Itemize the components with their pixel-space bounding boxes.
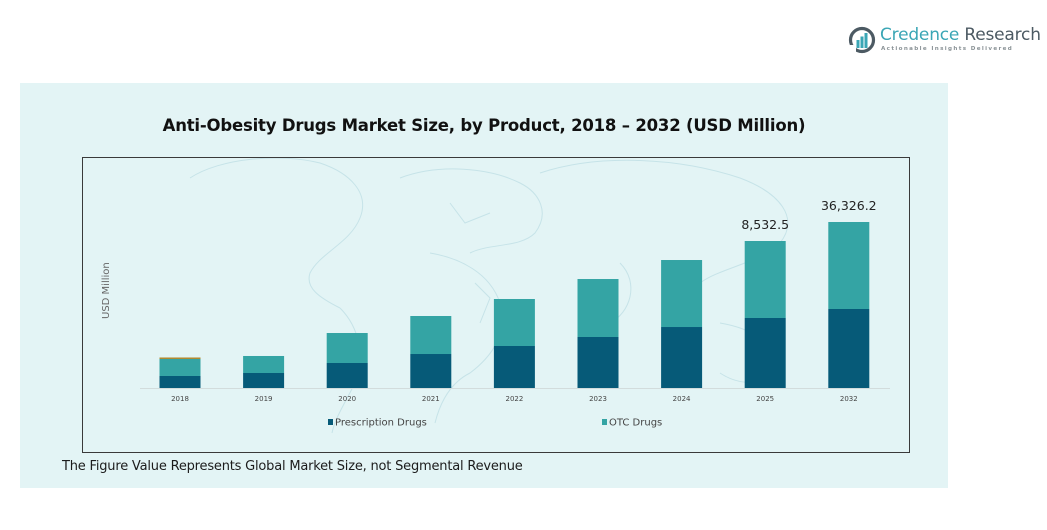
x-tick-label-2020: 2020 bbox=[338, 395, 356, 403]
x-tick-label-2021: 2021 bbox=[422, 395, 440, 403]
bar-prescription-drugs-2020 bbox=[326, 363, 368, 388]
data-label-2025: 8,532.5 bbox=[741, 217, 789, 232]
legend-swatch-otc-drugs bbox=[602, 419, 607, 425]
brand-name-part1: Credence bbox=[880, 25, 960, 45]
bar-prescription-drugs-2019 bbox=[243, 372, 285, 388]
x-tick-label-2019: 2019 bbox=[255, 395, 273, 403]
bar-otc-drugs-2025 bbox=[744, 241, 786, 319]
bar-otc-drugs-2021 bbox=[410, 316, 452, 355]
bar-other-2018 bbox=[159, 357, 201, 359]
bar-otc-drugs-2019 bbox=[243, 355, 285, 373]
legend-swatch-prescription-drugs bbox=[328, 419, 333, 425]
x-tick-label-2022: 2022 bbox=[505, 395, 523, 403]
x-tick-label-2023: 2023 bbox=[589, 395, 607, 403]
bar-prescription-drugs-2024 bbox=[661, 327, 703, 388]
bar-otc-drugs-2023 bbox=[577, 279, 619, 338]
brand-name-part2: Research bbox=[959, 25, 1041, 45]
x-tick-label-2032: 2032 bbox=[840, 395, 858, 403]
credence-research-logo: Credence Research Actionable Insights De… bbox=[848, 24, 1041, 58]
bar-otc-drugs-2018 bbox=[159, 358, 201, 376]
bar-otc-drugs-2022 bbox=[493, 298, 535, 346]
legend-label-prescription-drugs: Prescription Drugs bbox=[335, 418, 427, 429]
bar-prescription-drugs-2018 bbox=[159, 375, 201, 388]
bar-prescription-drugs-2022 bbox=[493, 345, 535, 388]
bar-chart-logo-icon bbox=[848, 26, 876, 54]
brand-tagline: Actionable Insights Delivered bbox=[881, 46, 1014, 52]
x-tick-label-2025: 2025 bbox=[756, 395, 774, 403]
x-tick-label-2018: 2018 bbox=[171, 395, 189, 403]
y-axis-label: USD Million bbox=[101, 262, 112, 319]
bar-otc-drugs-2020 bbox=[326, 333, 368, 364]
bar-otc-drugs-2024 bbox=[661, 260, 703, 328]
stacked-bar-chart: USD Million 2018 2019 2020 2021 2022 2023 2024… bbox=[101, 198, 890, 429]
plot-frame bbox=[82, 157, 910, 453]
bar-prescription-drugs-2032 bbox=[828, 309, 870, 388]
bar-prescription-drugs-2025 bbox=[744, 318, 786, 388]
brand-name: Credence Research bbox=[880, 25, 1041, 45]
chart-title: Anti-Obesity Drugs Market Size, by Produ… bbox=[162, 116, 806, 135]
bar-prescription-drugs-2021 bbox=[410, 354, 452, 388]
data-label-2032: 36,326.2 bbox=[821, 198, 877, 213]
chart-panel: Anti-Obesity Drugs Market Size, by Produ… bbox=[20, 83, 948, 488]
x-tick-label-2024: 2024 bbox=[673, 395, 691, 403]
bar-prescription-drugs-2023 bbox=[577, 337, 619, 388]
bar-otc-drugs-2032 bbox=[828, 222, 870, 310]
legend-label-otc-drugs: OTC Drugs bbox=[609, 418, 662, 429]
footnote: The Figure Value Represents Global Marke… bbox=[62, 459, 523, 474]
